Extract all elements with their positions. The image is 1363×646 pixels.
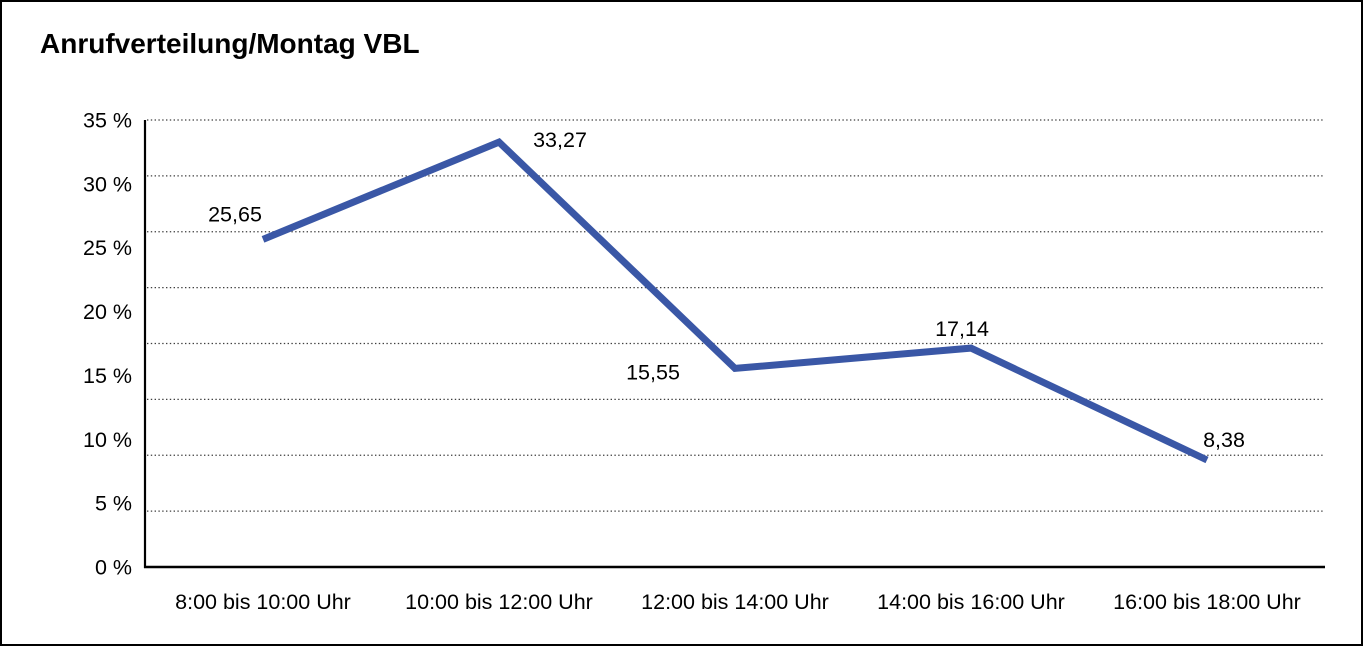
value-label: 25,65 <box>208 202 262 226</box>
y-tick-label: 10 % <box>83 428 132 452</box>
chart-title: Anrufverteilung/Montag VBL <box>40 28 420 59</box>
x-category-label: 8:00 bis 10:00 Uhr <box>175 590 351 614</box>
series-line <box>261 137 1209 464</box>
y-tick-label: 0 % <box>95 556 132 580</box>
y-tick-label: 35 % <box>83 109 132 133</box>
value-label: 15,55 <box>626 360 680 384</box>
y-tick-label: 15 % <box>83 364 132 388</box>
value-label: 8,38 <box>1203 428 1245 452</box>
x-category-label: 10:00 bis 12:00 Uhr <box>405 590 593 614</box>
x-category-label: 16:00 bis 18:00 Uhr <box>1113 590 1301 614</box>
y-tick-label: 30 % <box>83 172 132 196</box>
y-tick-label: 25 % <box>83 236 132 260</box>
y-tick-label: 20 % <box>83 300 132 324</box>
value-label: 33,27 <box>533 128 587 152</box>
y-tick-label: 5 % <box>95 492 132 516</box>
x-category-label: 12:00 bis 14:00 Uhr <box>641 590 829 614</box>
value-label: 17,14 <box>935 317 989 341</box>
x-category-label: 14:00 bis 16:00 Uhr <box>877 590 1065 614</box>
